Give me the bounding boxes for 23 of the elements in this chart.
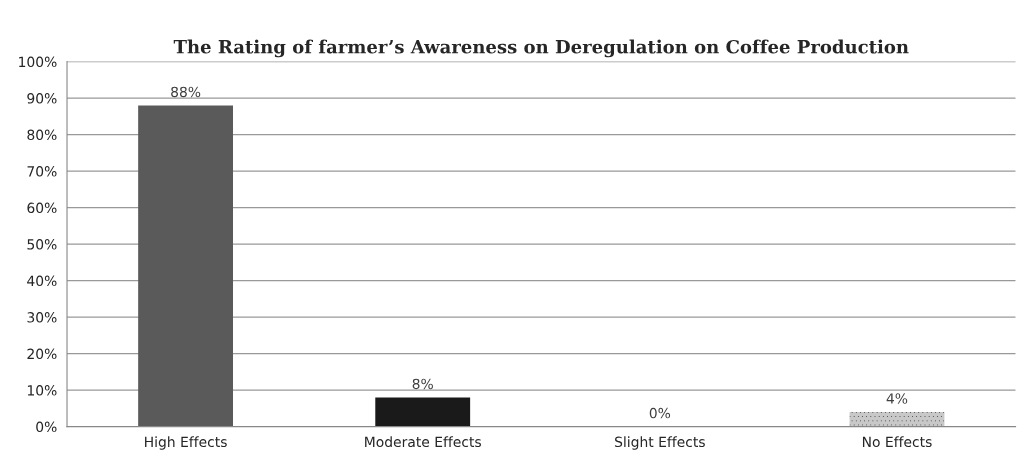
y-tick-label: 0% [36, 421, 57, 433]
data-label: 0% [649, 407, 671, 419]
bar [375, 397, 471, 427]
x-tick-label: Slight Effects [615, 436, 705, 450]
bar [849, 412, 945, 427]
y-tick-label: 20% [27, 348, 57, 360]
y-tick-label: 90% [27, 93, 57, 104]
x-tick-label: Moderate Effects [365, 436, 481, 448]
x-tick-label: No Effects [862, 436, 932, 448]
y-tick-label: 80% [27, 129, 57, 141]
y-tick-label: 100% [19, 56, 57, 68]
y-tick-label: 40% [27, 275, 57, 287]
data-label: 8% [412, 378, 433, 390]
y-tick-label: 10% [27, 385, 57, 396]
y-tick-label: 60% [27, 202, 57, 214]
x-tick-label: High Effects [145, 436, 227, 450]
y-tick-label: 70% [27, 166, 57, 177]
bar [138, 105, 234, 427]
y-tick-label: 30% [27, 312, 57, 323]
y-tick-label: 50% [27, 239, 57, 250]
chart-title: The Rating of farmer’s Awareness on Deregulation on Coffee Production [173, 39, 909, 58]
data-label: 4% [886, 393, 908, 404]
data-label: 88% [171, 86, 201, 98]
